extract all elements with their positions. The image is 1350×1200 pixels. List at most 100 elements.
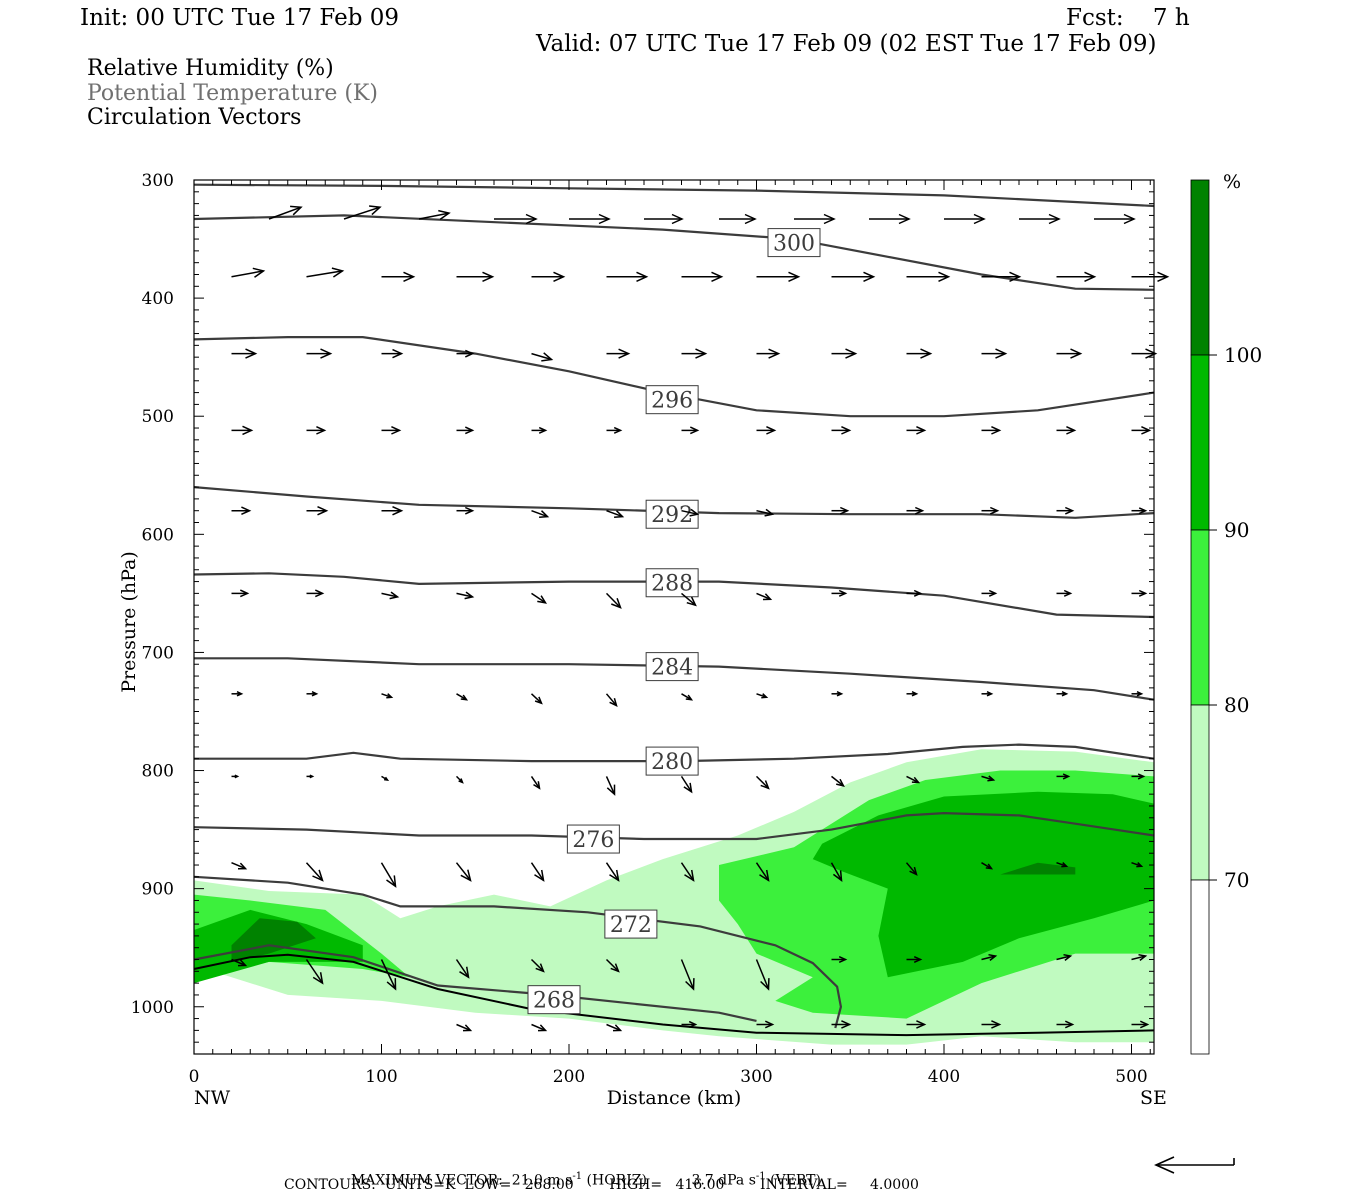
vector-head [460, 694, 469, 701]
circulation-vector [831, 691, 844, 697]
field-rh: Relative Humidity (%) [87, 56, 334, 81]
circulation-vector [381, 693, 394, 699]
vector-head [464, 591, 475, 600]
vector-head [823, 213, 836, 225]
vector-head [525, 213, 538, 225]
circulation-vector [906, 426, 927, 435]
vector-head [317, 506, 329, 516]
circulation-vector [1056, 861, 1069, 868]
circulation-vector [531, 1023, 548, 1032]
y-tick-label: 800 [142, 762, 174, 782]
vector-shaft [906, 775, 919, 784]
theta-contour-268 [193, 944, 757, 1022]
vector-head [762, 593, 773, 601]
circulation-vector [681, 271, 724, 282]
theta-label-292: 292 [645, 499, 699, 529]
circulation-vector [231, 958, 248, 967]
vector-shaft [605, 776, 616, 795]
circulation-vector [531, 271, 566, 282]
circulation-vector [756, 348, 781, 359]
circulation-vector [1131, 426, 1152, 435]
vector-head [759, 869, 770, 882]
vector-head [538, 426, 548, 434]
circulation-vector [306, 348, 333, 359]
circulation-vector [1131, 507, 1148, 515]
vector-head [832, 870, 843, 882]
vector-head [535, 963, 545, 973]
valid-time: Valid: 07 UTC Tue 17 Feb 09 (02 EST Tue … [536, 31, 1157, 57]
vector-head [611, 598, 622, 609]
vector-shaft [981, 775, 994, 781]
vector-head [1157, 271, 1170, 282]
circulation-vector [756, 693, 769, 699]
vector-shaft [680, 862, 695, 881]
max-vector-note: MAXIMUM VECTOR: 21.0 m s-1 (HORIZ) 3.7 d… [342, 1158, 821, 1188]
theta-contour-276 [193, 811, 1155, 841]
circulation-vector [680, 959, 695, 991]
vector-shaft [681, 592, 696, 606]
vector-head [836, 691, 844, 697]
vector-head [464, 426, 475, 435]
vector-head [392, 506, 404, 516]
theta-label-text: 284 [651, 656, 693, 681]
theta-contour-288 [193, 572, 1155, 619]
circulation-vector [456, 426, 475, 435]
x-tick-label: 0 [189, 1067, 200, 1087]
circulation-vector [981, 348, 1008, 359]
vector-head [711, 271, 724, 282]
vector-head [1061, 691, 1069, 697]
x-end-label-nw: NW [194, 1087, 231, 1109]
vector-head [1062, 773, 1071, 780]
vector-head [598, 213, 611, 225]
x-tick-label: 200 [553, 1067, 585, 1087]
circulation-vector [231, 691, 244, 697]
circulation-vector [305, 959, 324, 985]
circulation-vector [456, 693, 469, 701]
circulation-vector [681, 348, 708, 359]
vector-head [788, 271, 801, 282]
circulation-vector [756, 271, 801, 282]
vector-shaft [456, 1023, 471, 1032]
vector-head [1063, 589, 1073, 597]
vector-head [252, 267, 266, 278]
vector-shaft [343, 206, 381, 220]
vector-head [1070, 348, 1083, 359]
vector-head [1009, 271, 1022, 282]
vector-head [553, 271, 566, 282]
vector-head [768, 348, 781, 359]
vector-head [689, 426, 700, 435]
vector-head [841, 426, 852, 435]
max-vector-vert: (HORIZ) 3.7 dPa s [582, 1172, 756, 1189]
circulation-vector [681, 508, 700, 517]
theta-contour-300 [193, 214, 1155, 291]
theta-label-288: 288 [645, 568, 699, 598]
vector-head [760, 978, 770, 991]
circulation-vector [981, 589, 998, 597]
circulation-vector [531, 426, 548, 434]
circulation-vector [606, 426, 623, 434]
vector-shaft [530, 862, 545, 881]
vector-head [320, 348, 333, 359]
vector-shaft [605, 592, 622, 609]
vector-shaft [1056, 955, 1071, 961]
vector-head [764, 508, 775, 517]
theta-label-box [767, 228, 821, 258]
vector-head [537, 1024, 548, 1032]
theta-label-280: 280 [645, 746, 699, 776]
rh-fill-layer [194, 749, 1154, 1045]
vector-shaft [756, 509, 773, 515]
vector-head [1137, 773, 1146, 780]
vector-head [312, 972, 324, 985]
vector-head [331, 267, 345, 278]
vector-shaft [680, 959, 695, 990]
x-tick-label: 500 [1115, 1067, 1147, 1087]
vector-shaft [231, 958, 246, 967]
circulation-vector [831, 956, 848, 963]
theta-label-text: 276 [572, 828, 614, 853]
circulation-vector [231, 506, 252, 515]
circulation-vector [1131, 589, 1148, 597]
vector-head [1138, 507, 1148, 515]
y-tick-label: 400 [142, 289, 174, 309]
circulation-vector [530, 775, 541, 790]
vector-head [764, 1020, 775, 1029]
